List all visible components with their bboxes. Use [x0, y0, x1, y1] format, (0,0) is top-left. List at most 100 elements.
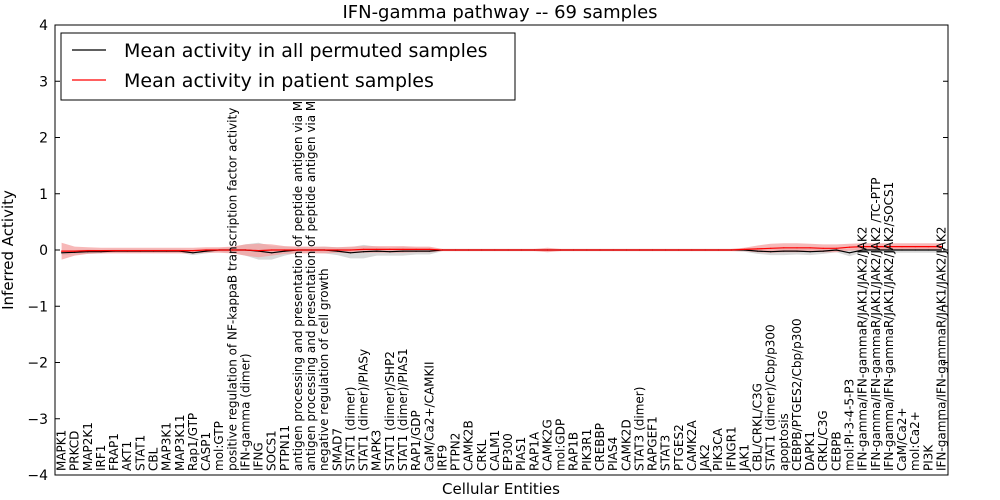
series-1-point-2 — [87, 250, 89, 252]
series-1-point-4 — [113, 250, 115, 252]
x-tick-label-67: IFN-gamma/IFN-gammaR/JAK1/JAK2/JAK2 — [934, 226, 948, 471]
series-1-point-46 — [665, 249, 667, 251]
series-1-point-52 — [743, 248, 746, 250]
x-tick-label-64: CaM/Ca2+ — [895, 407, 909, 471]
x-tick-label-46: STAT3 — [659, 435, 673, 471]
series-1-point-16 — [271, 249, 273, 251]
x-tick-label-34: EP300 — [501, 433, 515, 471]
series-1-point-65 — [914, 246, 916, 248]
x-tick-label-39: RAP1B — [567, 432, 581, 471]
x-tick-label-65: mol:Ca2+ — [908, 411, 922, 471]
series-0-point-63 — [888, 249, 890, 251]
x-tick-label-2: MAP2K1 — [81, 422, 95, 471]
x-tick-label-15: IFNG — [252, 442, 266, 471]
x-tick-label-60: mol:PI-3-4-5-P3 — [843, 379, 857, 471]
x-tick-label-4: FRAP1 — [107, 433, 121, 471]
y-tick-label-4: 0 — [39, 243, 48, 259]
x-tick-label-8: MAP3K1 — [160, 422, 174, 471]
x-tick-label-49: JAK2 — [698, 444, 712, 472]
series-0-point-62 — [875, 249, 877, 251]
series-1-point-11 — [205, 249, 207, 251]
series-1-point-22 — [349, 249, 352, 251]
series-1-point-45 — [651, 249, 654, 251]
x-tick-label-6: STAT1 — [133, 435, 147, 471]
x-tick-labels: MAPK1 PRKCD MAP2K1 IRF1 FRAP1 AKT1 STAT1 CBL MAP… — [55, 39, 949, 472]
series-0-point-2 — [87, 251, 89, 253]
series-1-point-18 — [297, 249, 299, 251]
y-tick-label-6: 2 — [39, 131, 48, 147]
series-0-point-16 — [271, 252, 273, 254]
series-1-point-58 — [822, 247, 824, 249]
series-band-1 — [61, 242, 942, 260]
series-0-point-60 — [848, 252, 851, 254]
series-1-point-62 — [875, 246, 877, 248]
series-1-point-7 — [152, 250, 155, 252]
series-1-point-29 — [441, 249, 443, 251]
x-tick-label-3: IRF1 — [94, 445, 108, 471]
series-1-point-56 — [796, 247, 798, 249]
series-0-point-58 — [822, 250, 824, 252]
series-1-point-20 — [323, 249, 325, 251]
x-tick-label-51: IFNGR1 — [724, 426, 738, 471]
series-1-point-23 — [363, 248, 365, 250]
series-1-point-15 — [258, 250, 260, 252]
series-0-point-66 — [927, 249, 929, 251]
x-tick-label-5: AKT1 — [120, 441, 134, 471]
x-tick-label-21: SMAD7 — [330, 428, 344, 471]
series-1-point-21 — [336, 249, 338, 251]
y-tick-label-8: 4 — [39, 18, 48, 34]
series-0-point-65 — [914, 249, 916, 251]
x-tick-label-62: IFN-gamma/IFN-gammaR/JAK1/JAK2/JAK2 /TC-… — [869, 177, 883, 471]
series-1-point-40 — [586, 249, 588, 251]
x-tick-label-45: RAPGEF1 — [646, 416, 660, 471]
y-tick-label-5: 1 — [39, 187, 48, 203]
series-1-point-47 — [678, 249, 680, 251]
series-1-point-13 — [231, 249, 233, 251]
x-tick-label-25: STAT1 (dimer)/SHP2 — [383, 351, 397, 471]
series-0-point-59 — [835, 249, 838, 251]
x-tick-label-29: IRF9 — [435, 445, 449, 471]
series-1-point-35 — [520, 249, 522, 251]
x-tick-label-33: CALM1 — [488, 430, 502, 471]
series-1-point-41 — [599, 249, 601, 251]
x-tick-label-9: MAP3K11 — [173, 414, 187, 471]
x-tick-label-30: PTPN2 — [449, 433, 463, 471]
series-1-point-25 — [389, 248, 391, 250]
series-0-point-61 — [862, 249, 864, 251]
y-axis-label: Inferred Activity — [0, 190, 17, 310]
series-0-point-17 — [284, 250, 286, 252]
series-1-point-28 — [428, 248, 430, 250]
x-tick-label-57: DAPK1 — [803, 431, 817, 471]
series-1-point-34 — [507, 249, 509, 251]
x-tick-label-56: CEBPB/PTGES2/Cbp/p300 — [790, 318, 804, 471]
series-1-point-24 — [376, 248, 378, 250]
series-1-point-67 — [940, 246, 943, 248]
x-tick-label-0: MAPK1 — [55, 430, 69, 471]
series-0-point-10 — [192, 252, 194, 254]
y-tick-label-7: 3 — [39, 74, 48, 90]
series-1-point-38 — [560, 249, 562, 251]
series-0-point-54 — [770, 251, 772, 253]
series-1-point-31 — [468, 249, 470, 251]
y-tick-label-2: −2 — [27, 356, 48, 372]
series-0-point-53 — [757, 250, 759, 252]
series-0-point-3 — [100, 251, 102, 253]
y-tick-label-0: −4 — [27, 468, 48, 484]
x-tick-label-47: PTGES2 — [672, 424, 686, 471]
series-0-point-22 — [349, 252, 352, 254]
x-tick-label-43: CAMK2D — [619, 419, 633, 471]
series-0-point-64 — [901, 249, 903, 251]
series-1-point-61 — [862, 246, 864, 248]
x-tick-label-17: PTPN11 — [278, 425, 292, 471]
series-1-point-32 — [481, 249, 483, 251]
series-1-point-50 — [717, 249, 719, 251]
series-1-point-12 — [218, 249, 220, 251]
series-1-point-30 — [454, 249, 457, 251]
x-tick-label-12: mol:GTP — [212, 421, 226, 471]
x-tick-label-37: CAMK2G — [541, 419, 555, 471]
x-tick-label-41: CREBBP — [593, 423, 607, 471]
x-tick-label-1: PRKCD — [68, 431, 82, 471]
x-axis-label: Cellular Entities — [442, 480, 560, 498]
series-1-point-17 — [284, 249, 286, 251]
series-1-point-9 — [179, 250, 181, 252]
